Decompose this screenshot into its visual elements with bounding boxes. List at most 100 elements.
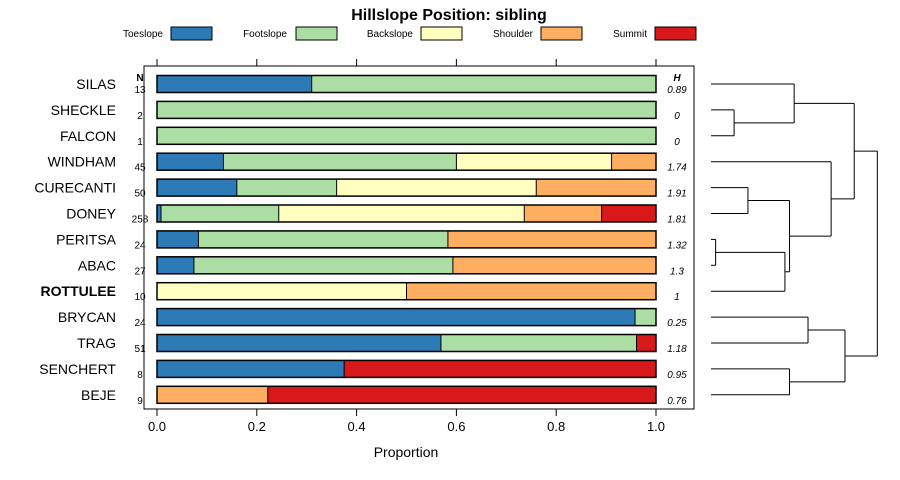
bar-brycan-toeslope	[157, 308, 636, 326]
chart-title: Hillslope Position: sibling	[351, 7, 547, 24]
row-abac: ABAC 27 1.3	[78, 256, 684, 277]
legend-swatch-summit	[654, 26, 697, 41]
row-label-abac: ABAC	[78, 257, 116, 273]
row-label-sheckle: SHECKLE	[51, 102, 116, 118]
bar-peritsa-toeslope	[157, 230, 199, 248]
bar-abac-footslope	[193, 256, 453, 274]
bar-beje-shoulder	[157, 386, 268, 404]
bar-outline-senchert	[156, 359, 657, 379]
bar-outline-windham	[156, 152, 657, 171]
row-brycan: BRYCAN 24 0.25	[58, 307, 687, 329]
row-h-falcon: 0	[674, 137, 680, 148]
bar-senchert-toeslope	[157, 360, 345, 378]
row-h-curecanti: 1.91	[667, 189, 686, 200]
x-tick-label-2: 0.4	[348, 419, 366, 434]
row-label-trag: TRAG	[77, 335, 116, 351]
bar-falcon-footslope	[157, 127, 656, 145]
row-n-rottulee: 10	[134, 292, 146, 303]
x-axis: 0.0 0.2 0.4 0.6 0.8 1.0	[148, 59, 665, 434]
x-tick-label-5: 1.0	[647, 419, 665, 434]
bar-beje-summit	[267, 386, 656, 404]
bar-trag-footslope	[440, 334, 637, 352]
row-label-silas: SILAS	[76, 76, 116, 92]
bar-silas-toeslope	[157, 75, 312, 93]
row-n-trag: 51	[134, 344, 146, 355]
bar-abac-toeslope	[157, 256, 194, 274]
row-n-silas: 13	[134, 85, 146, 96]
row-label-senchert: SENCHERT	[39, 361, 116, 377]
row-silas: SILAS 13 0.89	[76, 74, 687, 96]
row-n-abac: 27	[134, 266, 146, 277]
legend-swatch-backslope	[420, 26, 463, 41]
row-n-beje: 9	[137, 396, 143, 407]
legend-label-backslope: Backslope	[367, 29, 414, 40]
row-label-rottulee: ROTTULEE	[41, 283, 116, 299]
legend-label-toeslope: Toeslope	[123, 29, 163, 40]
row-n-windham: 45	[134, 163, 146, 174]
row-h-abac: 1.3	[670, 266, 684, 277]
row-doney: DONEY 258 1.81	[66, 204, 687, 226]
row-curecanti: CURECANTI 50 1.91	[34, 178, 687, 200]
bar-brycan-footslope	[635, 308, 656, 326]
bar-curecanti-footslope	[236, 179, 337, 197]
bar-outline-doney	[156, 204, 657, 223]
row-label-peritsa: PERITSA	[56, 231, 117, 247]
bar-outline-brycan	[156, 307, 657, 327]
n-column-header: N	[136, 73, 143, 84]
bar-rottulee-shoulder	[406, 282, 656, 300]
row-h-beje: 0.76	[667, 396, 687, 407]
row-h-doney: 1.81	[667, 215, 686, 226]
bar-doney-toeslope	[157, 205, 161, 222]
bar-curecanti-shoulder	[536, 179, 656, 197]
x-tick-label-4: 0.8	[547, 419, 565, 434]
row-falcon: FALCON 1 0	[60, 126, 680, 148]
bar-doney-backslope	[278, 205, 525, 222]
legend-swatch-toeslope	[170, 26, 213, 41]
row-h-rottulee: 1	[674, 292, 680, 303]
bar-curecanti-toeslope	[157, 179, 237, 197]
row-peritsa: PERITSA 24 1.32	[56, 230, 687, 251]
row-senchert: SENCHERT 8 0.95	[39, 359, 687, 381]
x-tick-label-3: 0.6	[447, 419, 465, 434]
bar-doney-footslope	[160, 205, 279, 222]
row-label-curecanti: CURECANTI	[34, 180, 116, 196]
legend-label-footslope: Footslope	[243, 29, 287, 40]
x-tick-label-0: 0.0	[148, 419, 166, 434]
h-column-header: H	[673, 73, 681, 84]
legend-label-summit: Summit	[613, 29, 647, 40]
bar-outline-abac	[156, 256, 657, 275]
legend-label-shoulder: Shoulder	[493, 29, 534, 40]
row-n-senchert: 8	[137, 370, 143, 381]
row-n-peritsa: 24	[134, 240, 146, 251]
bar-rottulee-backslope	[157, 282, 407, 300]
bar-abac-shoulder	[452, 256, 656, 274]
bar-trag-summit	[636, 334, 656, 352]
row-h-senchert: 0.95	[667, 370, 687, 381]
bar-peritsa-footslope	[198, 230, 448, 248]
row-beje: BEJE 9 0.76	[81, 385, 687, 407]
bar-outline-curecanti	[156, 178, 657, 197]
bar-windham-footslope	[223, 153, 457, 171]
bar-curecanti-backslope	[336, 179, 537, 197]
bar-trag-toeslope	[157, 334, 441, 352]
bar-outline-falcon	[156, 126, 657, 146]
row-label-windham: WINDHAM	[48, 154, 116, 170]
legend: Toeslope Footslope Backslope Shoulder Summit	[123, 26, 697, 41]
bar-windham-shoulder	[611, 153, 656, 171]
dendrogram	[711, 83, 878, 396]
bar-outline-rottulee	[156, 281, 657, 301]
bar-outline-beje	[156, 385, 657, 405]
bar-windham-toeslope	[157, 153, 224, 171]
bar-peritsa-shoulder	[447, 230, 656, 248]
row-n-sheckle: 2	[137, 111, 143, 122]
row-windham: WINDHAM 45 1.74	[48, 152, 687, 174]
row-label-doney: DONEY	[66, 206, 116, 222]
row-h-silas: 0.89	[667, 85, 687, 96]
row-label-brycan: BRYCAN	[58, 309, 116, 325]
row-rottulee: ROTTULEE 10 1	[41, 281, 680, 303]
row-h-brycan: 0.25	[667, 318, 687, 329]
row-h-windham: 1.74	[667, 163, 687, 174]
bar-outline-peritsa	[156, 230, 657, 249]
